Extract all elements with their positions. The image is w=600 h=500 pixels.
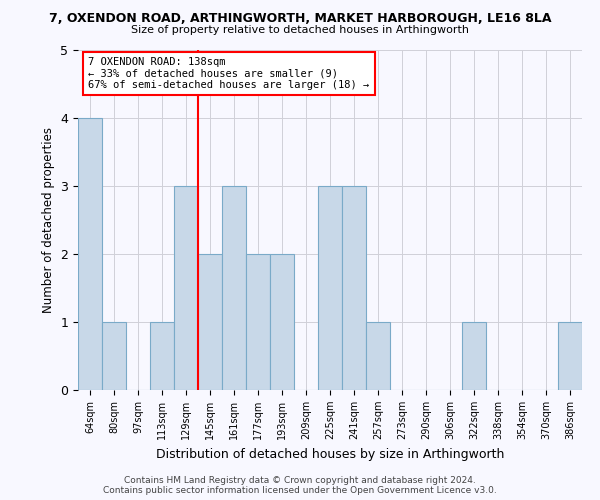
Bar [78, 118, 102, 390]
Bar [198, 254, 222, 390]
Bar [462, 322, 486, 390]
Bar [366, 322, 390, 390]
Text: Size of property relative to detached houses in Arthingworth: Size of property relative to detached ho… [131, 25, 469, 35]
Bar [342, 186, 366, 390]
Y-axis label: Number of detached properties: Number of detached properties [42, 127, 55, 313]
Bar [558, 322, 582, 390]
Bar [222, 186, 246, 390]
Bar [246, 254, 270, 390]
Text: 7, OXENDON ROAD, ARTHINGWORTH, MARKET HARBOROUGH, LE16 8LA: 7, OXENDON ROAD, ARTHINGWORTH, MARKET HA… [49, 12, 551, 26]
Bar [150, 322, 174, 390]
Bar [270, 254, 294, 390]
Bar [174, 186, 198, 390]
Text: Contains HM Land Registry data © Crown copyright and database right 2024.
Contai: Contains HM Land Registry data © Crown c… [103, 476, 497, 495]
Bar [102, 322, 126, 390]
Text: 7 OXENDON ROAD: 138sqm
← 33% of detached houses are smaller (9)
67% of semi-deta: 7 OXENDON ROAD: 138sqm ← 33% of detached… [88, 57, 370, 90]
Bar [318, 186, 342, 390]
X-axis label: Distribution of detached houses by size in Arthingworth: Distribution of detached houses by size … [156, 448, 504, 460]
